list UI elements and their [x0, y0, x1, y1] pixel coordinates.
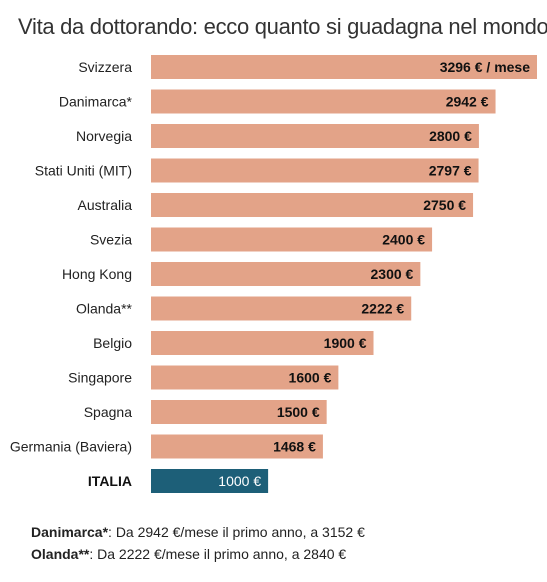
category-label: ITALIA — [88, 473, 132, 489]
value-label: 1500 € — [277, 404, 320, 420]
value-label: 2750 € — [423, 197, 466, 213]
value-label: 2942 € — [446, 94, 489, 110]
bar — [151, 296, 412, 321]
chart-title: Vita da dottorando: ecco quanto si guada… — [18, 14, 547, 39]
value-label: 2400 € — [382, 232, 425, 248]
bar — [151, 469, 269, 493]
bar — [151, 158, 479, 183]
footnote: Danimarca*: Da 2942 €/mese il primo anno… — [31, 521, 365, 543]
bar — [151, 365, 339, 390]
bar-plot: Svizzera 3296 € / mese Danimarca* 2942 € Nor… — [10, 55, 537, 493]
footnotes: Danimarca*: Da 2942 €/mese il primo anno… — [31, 521, 365, 565]
category-label: Danimarca* — [59, 94, 133, 110]
value-label: 2797 € — [429, 163, 472, 179]
value-label: 1000 € — [218, 473, 261, 489]
category-label: Norvegia — [76, 128, 132, 144]
category-label: Belgio — [93, 335, 132, 351]
category-label: Olanda** — [76, 301, 133, 317]
footnote-text: : Da 2942 €/mese il primo anno, a 3152 € — [108, 524, 365, 540]
category-label: Spagna — [84, 404, 132, 420]
bar — [151, 262, 421, 286]
footnote: Olanda**: Da 2222 €/mese il primo anno, … — [31, 543, 365, 565]
bar — [151, 400, 327, 424]
bar — [151, 124, 479, 148]
value-label: 1468 € — [273, 439, 316, 455]
value-label: 2300 € — [371, 266, 414, 282]
category-label: Germania (Baviera) — [10, 439, 132, 455]
bar — [151, 227, 433, 252]
category-label: Svizzera — [78, 59, 132, 75]
value-label: 1900 € — [324, 335, 367, 351]
bar — [151, 89, 496, 114]
category-label: Stati Uniti (MIT) — [35, 163, 132, 179]
footnote-text: : Da 2222 €/mese il primo anno, a 2840 € — [89, 546, 347, 562]
category-label: Singapore — [68, 370, 132, 386]
category-label: Hong Kong — [62, 266, 132, 282]
footnote-label: Danimarca* — [31, 524, 109, 540]
bar — [151, 55, 537, 79]
bar — [151, 434, 323, 459]
value-label: 2222 € — [361, 301, 404, 317]
bar — [151, 331, 374, 355]
category-label: Svezia — [90, 232, 132, 248]
category-label: Australia — [78, 197, 133, 213]
value-label: 1600 € — [289, 370, 332, 386]
value-label: 2800 € — [429, 128, 472, 144]
bar — [151, 193, 474, 217]
footnote-label: Olanda** — [31, 546, 90, 562]
value-label: 3296 € / mese — [440, 59, 531, 75]
